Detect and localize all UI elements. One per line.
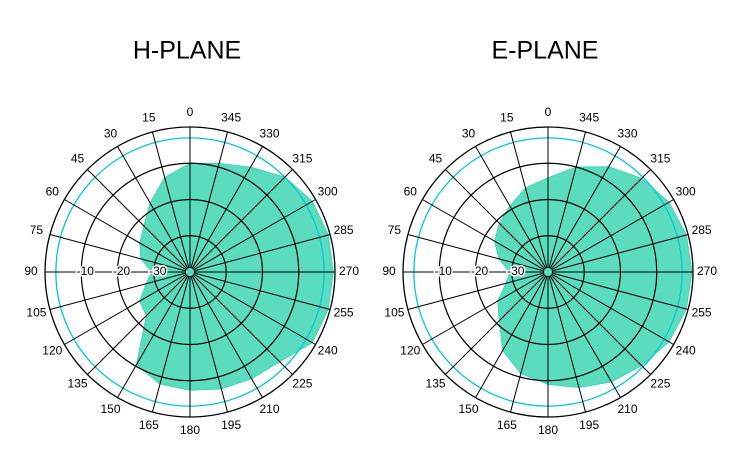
angle-label: 165: [497, 418, 517, 432]
angle-label: 0: [187, 105, 194, 119]
angle-label: 330: [617, 126, 637, 140]
angle-label: 255: [692, 305, 712, 319]
angle-label: 285: [692, 223, 712, 237]
angle-label: 60: [46, 185, 60, 199]
spoke: [87, 169, 188, 270]
angle-label: 90: [382, 264, 396, 278]
angle-label: 240: [676, 344, 696, 358]
angle-label: 300: [676, 185, 696, 199]
spoke: [117, 275, 189, 398]
spoke: [551, 199, 674, 271]
angle-label: 165: [139, 418, 159, 432]
spoke: [407, 272, 545, 311]
spoke: [87, 274, 188, 375]
angle-label: 180: [538, 423, 558, 437]
angle-label: 150: [458, 402, 478, 416]
chart-title: E-PLANE: [492, 37, 599, 65]
angle-label: 315: [650, 152, 670, 166]
spoke: [192, 274, 293, 375]
spoke: [551, 273, 674, 345]
spoke: [407, 233, 545, 272]
angle-label: 135: [426, 377, 446, 391]
spoke: [551, 233, 689, 272]
angle-label: 270: [339, 264, 359, 278]
angle-label: 60: [404, 185, 418, 199]
spoke: [193, 272, 331, 311]
spoke: [117, 146, 189, 269]
spoke: [548, 131, 587, 269]
spoke: [64, 199, 187, 271]
angle-label: 0: [545, 105, 552, 119]
spoke: [190, 275, 229, 413]
angle-label: 285: [334, 223, 354, 237]
angle-label: 345: [221, 111, 241, 125]
angle-label: 75: [30, 223, 44, 237]
angle-label: 180: [180, 423, 200, 437]
r-tick-label: -20: [471, 264, 489, 278]
r-tick-label: -30: [149, 264, 167, 278]
spoke: [151, 131, 190, 269]
angle-label: 30: [104, 126, 118, 140]
spoke: [475, 275, 547, 398]
angle-label: 45: [429, 152, 443, 166]
spoke: [64, 273, 187, 345]
angle-label: 30: [462, 126, 476, 140]
r-tick-label: -10: [435, 264, 453, 278]
angle-label: 105: [384, 305, 404, 319]
angle-label: 225: [650, 377, 670, 391]
angle-label: 90: [24, 264, 38, 278]
r-tick-label: -30: [507, 264, 525, 278]
angle-label: 300: [318, 185, 338, 199]
angle-label: 240: [318, 344, 338, 358]
angle-label: 195: [221, 418, 241, 432]
spoke: [191, 146, 263, 269]
spoke: [192, 169, 293, 270]
spoke: [422, 273, 545, 345]
angle-label: 135: [68, 377, 88, 391]
r-tick-label: -20: [113, 264, 131, 278]
spoke: [550, 274, 651, 375]
spoke: [509, 131, 548, 269]
spoke: [445, 169, 546, 270]
spoke: [193, 233, 331, 272]
spoke: [551, 272, 689, 311]
spoke: [422, 199, 545, 271]
angle-label: 270: [697, 264, 717, 278]
angle-label: 210: [259, 402, 279, 416]
spoke: [193, 199, 316, 271]
angle-label: 315: [292, 152, 312, 166]
spoke: [445, 274, 546, 375]
angle-label: 120: [400, 344, 420, 358]
spoke: [549, 275, 621, 398]
angle-label: 255: [334, 305, 354, 319]
angle-label: 330: [259, 126, 279, 140]
angle-label: 150: [100, 402, 120, 416]
spoke: [550, 169, 651, 270]
spoke: [190, 131, 229, 269]
angle-label: 15: [142, 111, 156, 125]
angle-label: 45: [71, 152, 85, 166]
angle-label: 345: [579, 111, 599, 125]
r-tick-label: -10: [77, 264, 95, 278]
angle-label: 120: [42, 344, 62, 358]
spoke: [193, 273, 316, 345]
chart-title: H-PLANE: [133, 37, 241, 65]
angle-label: 195: [579, 418, 599, 432]
spoke: [548, 275, 587, 413]
spoke: [49, 272, 187, 311]
spoke: [509, 275, 548, 413]
angle-label: 210: [617, 402, 637, 416]
spoke: [151, 275, 190, 413]
spoke: [191, 275, 263, 398]
angle-label: 75: [388, 223, 402, 237]
spoke: [475, 146, 547, 269]
spoke: [49, 233, 187, 272]
spoke: [549, 146, 621, 269]
angle-label: 15: [500, 111, 514, 125]
angle-label: 105: [26, 305, 46, 319]
angle-label: 225: [292, 377, 312, 391]
